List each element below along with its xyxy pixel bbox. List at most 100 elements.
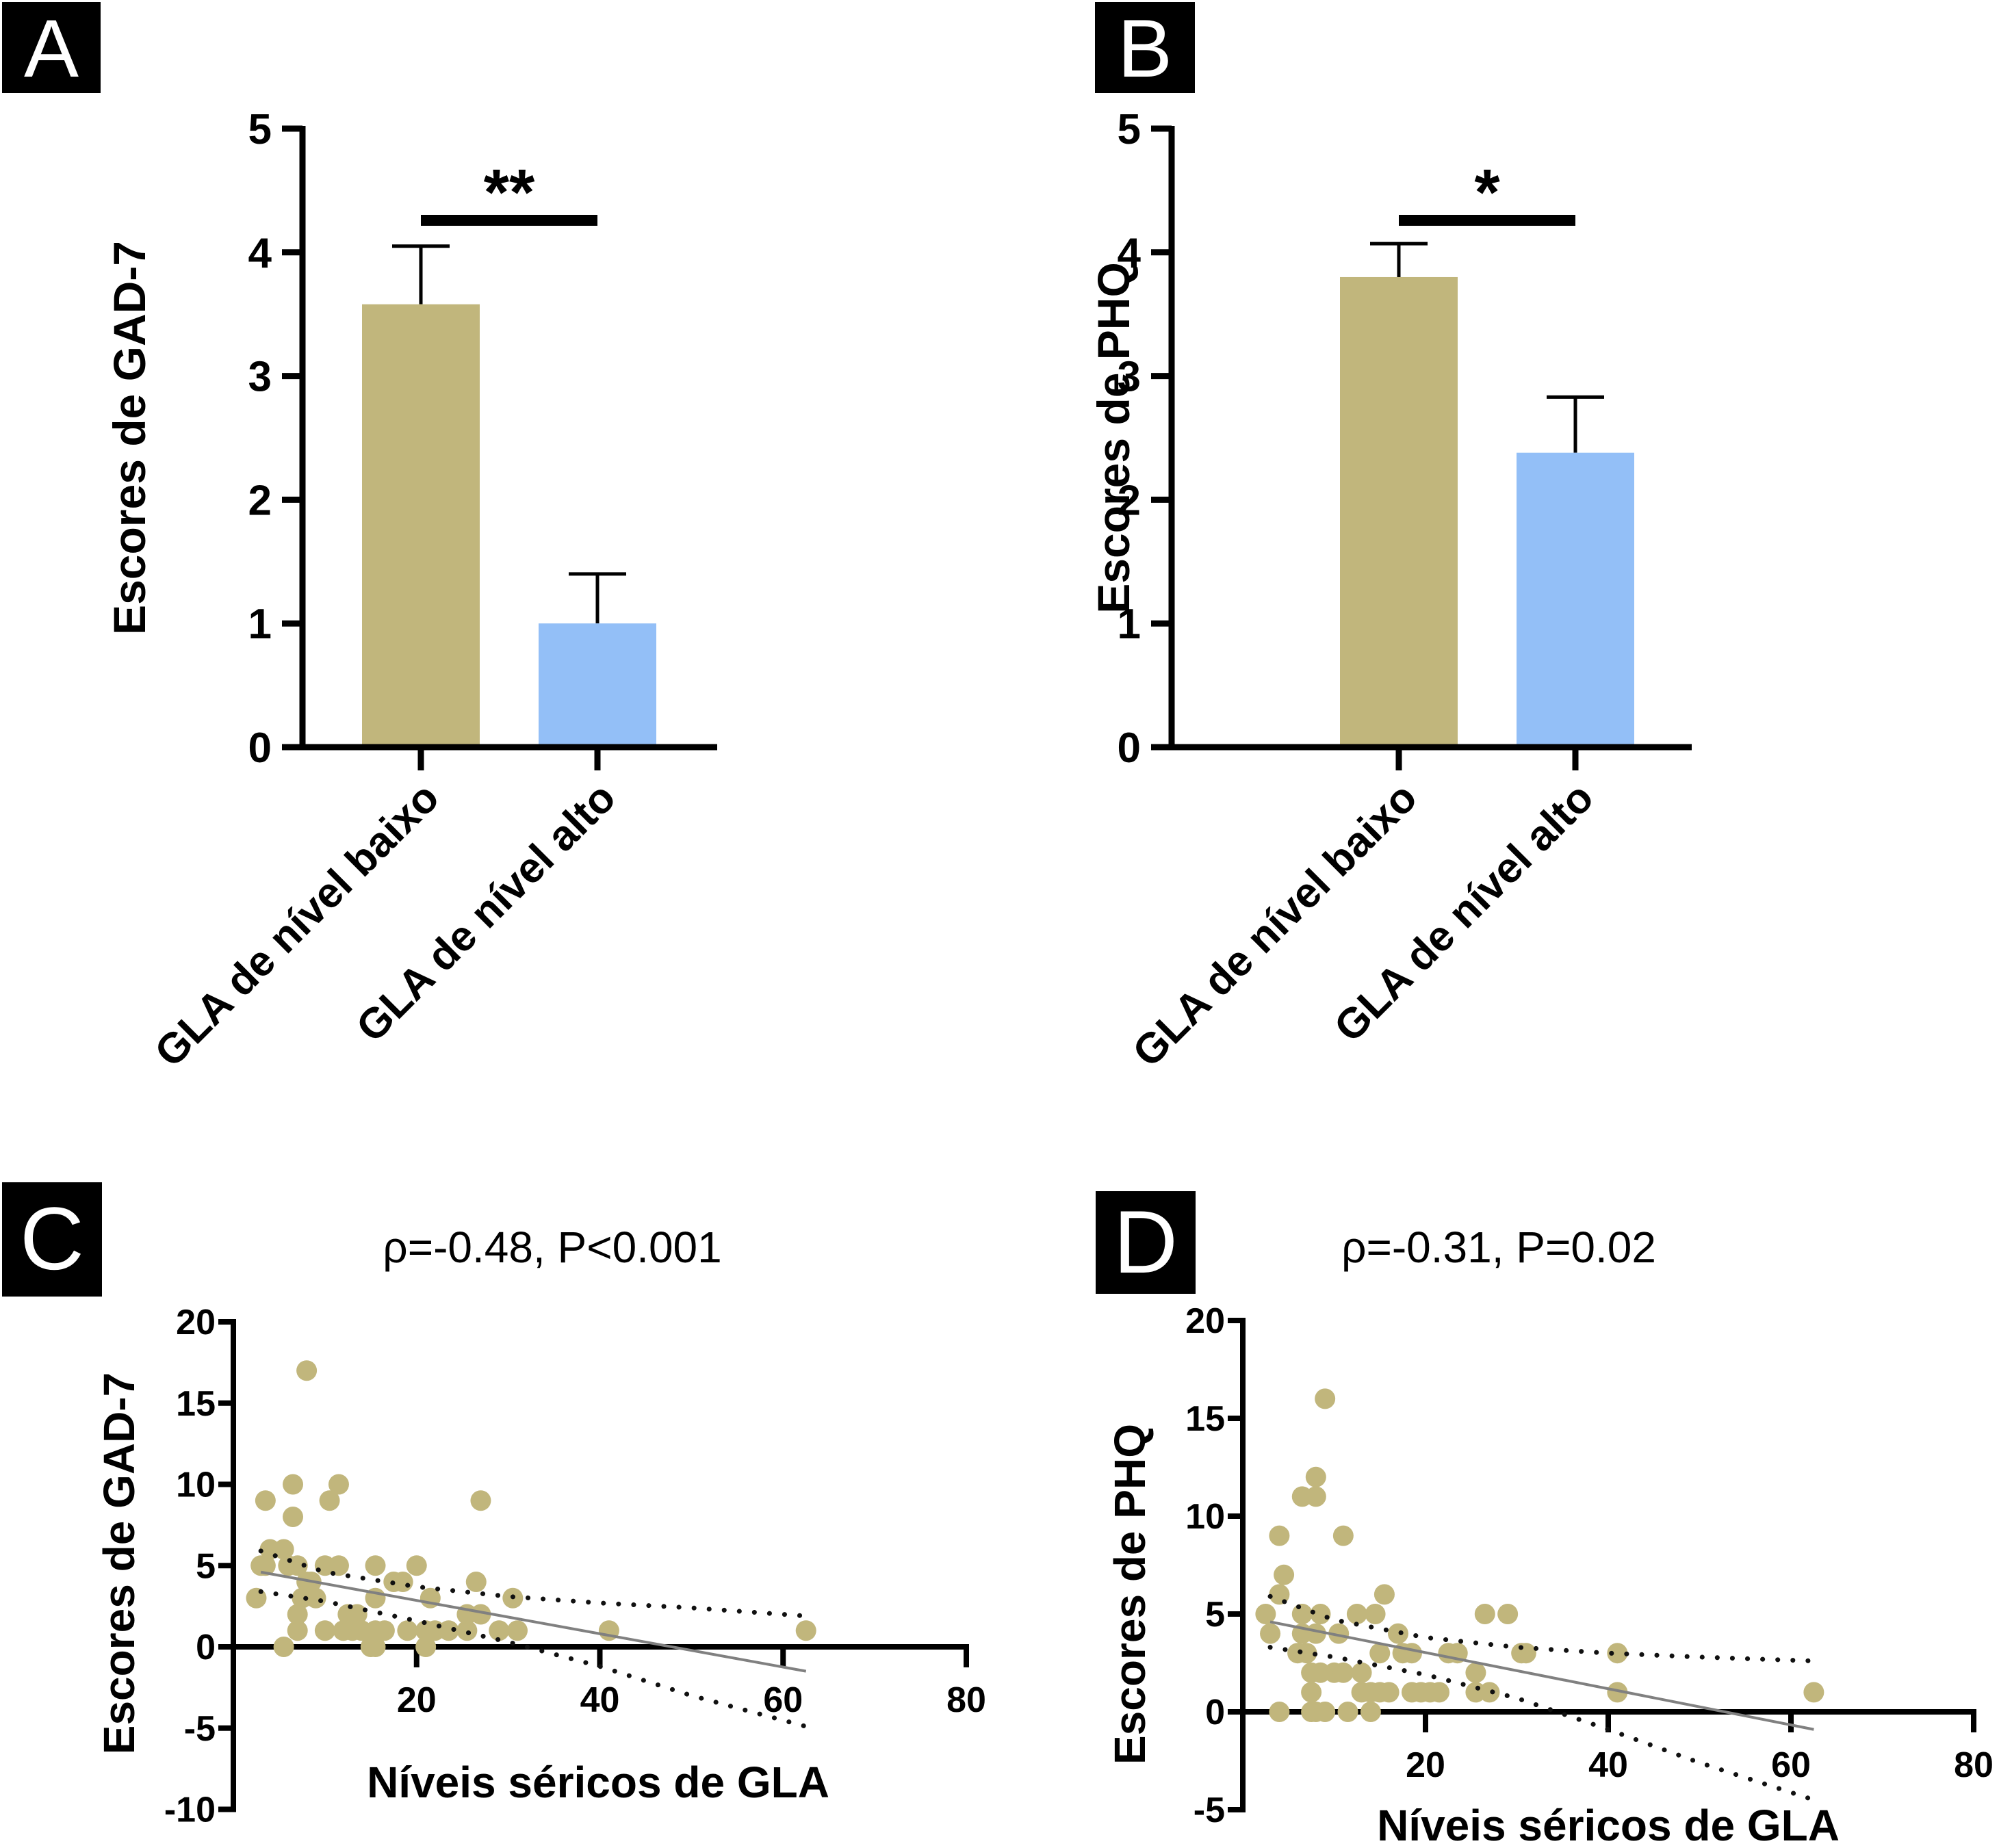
panel-d-x-tick-label: 40 [1588,1745,1628,1785]
panel-c-data-point [406,1555,427,1576]
panel-d-data-point [1429,1682,1450,1703]
panel-d-data-point [1369,1643,1391,1664]
panel-d-data-point [1296,1643,1317,1664]
panel-a-bar-low [362,304,480,744]
panel-c-y-tick-label: 5 [196,1546,216,1586]
panel-c-y-tick-label: 10 [176,1466,216,1505]
panel-d-y-tick-label: 10 [1185,1497,1225,1537]
panel-d-y-tick-label: 20 [1185,1301,1225,1341]
panel-d-data-point [1337,1702,1358,1722]
panel-d-x-tick-label: 20 [1406,1745,1445,1785]
panel-a: A 0 1 2 3 4 5 Escores de GAD-7 GLA de nível bai… [2,2,717,1076]
panel-c-data-point [374,1620,395,1641]
panel-c-y-tick-label: 15 [176,1384,216,1424]
panel-c-data-point [287,1555,308,1576]
panel-b-y-tick-label: 3 [1118,354,1141,401]
panel-d-data-point [1305,1466,1326,1487]
panel-c-regression-line [260,1570,807,1673]
panel-b-y-tick-label: 0 [1118,725,1141,772]
panel-letter-a-box [2,2,101,93]
panel-a-y-axis-title: Escores de GAD-7 [104,241,155,635]
panel-d-data-point [1465,1662,1486,1683]
panel-d-data-point [1387,1623,1408,1644]
panel-c-data-point [795,1620,816,1641]
panel-d-data-point [1269,1525,1290,1546]
panel-c-y-tick-label: -5 [184,1709,216,1749]
panel-d-y-tick-label: 15 [1185,1399,1225,1439]
panel-d-data-point [1515,1643,1536,1664]
panel-b-category-label: GLA de nível baixo [1124,774,1426,1076]
panel-d-data-point [1351,1662,1372,1683]
panel-d-y-axis-title: Escores de PHQ [1105,1424,1155,1765]
panel-c-data-point [438,1620,459,1641]
panel-c-data-point [365,1637,386,1657]
panel-d-y-tick-label: 5 [1205,1595,1225,1635]
panel-letter-c-box [2,1182,102,1297]
panel-d-data-point [1274,1564,1295,1585]
panel-c-data-point [246,1587,267,1609]
panel-c-data-point [273,1539,294,1560]
panel-d-data-point [1365,1604,1386,1624]
panel-d-data-point [1301,1682,1322,1703]
panel-d-data-point [1315,1388,1336,1409]
panel-c-data-point [283,1507,304,1527]
panel-d-data-point [1269,1702,1290,1722]
panel-c-data-point [305,1587,326,1609]
panel-d-data-point [1260,1623,1281,1644]
panel-c-x-tick-label: 80 [946,1680,986,1720]
panel-a-y-tick-label: 3 [248,354,272,401]
panel-c-x-tick-label: 60 [763,1680,803,1720]
panel-c-data-point [470,1490,491,1511]
panel-d-data-point [1378,1682,1400,1703]
panel-c-data-point [287,1604,308,1625]
panel-letter-d-box [1096,1191,1196,1294]
panel-d-data-point [1332,1662,1354,1683]
panel-a-category-label: GLA de nível baixo [146,774,448,1076]
panel-d-data-point [1479,1682,1500,1703]
panel-d-x-tick-label: 60 [1771,1745,1811,1785]
panel-c-data-point [328,1474,349,1495]
panel-b-significance-label: * [1474,156,1500,229]
panel-c-data-point [328,1555,349,1576]
panel-c-x-tick-label: 20 [397,1680,437,1720]
panel-d-data-point [1607,1643,1628,1664]
panel-c-data-point [283,1474,304,1495]
panel-c-data-point [319,1490,340,1511]
panel-c-data-point [415,1637,437,1657]
panel-b-y-tick-label: 4 [1118,230,1142,277]
panel-d-y-tick-label: 0 [1205,1693,1225,1732]
panel-c-data-point [346,1604,367,1625]
panel-d-regression-line [1269,1620,1814,1731]
panel-a-y-tick-label: 1 [248,601,272,648]
panel-c-data-point [296,1360,318,1381]
panel-d-data-point [1607,1682,1628,1703]
panel-c-data-point [489,1620,510,1641]
panel-b-y-tick-label: 5 [1118,106,1141,153]
panel-c-x-tick-label: 40 [580,1680,620,1720]
panel-c-data-point [255,1490,276,1511]
panel-c-y-axis-title: Escores de GAD-7 [94,1372,144,1754]
panel-c-data-point [470,1604,491,1625]
panel-d-data-point [1346,1604,1367,1624]
panel-b-bar-high [1517,452,1634,744]
panel-d-data-point [1373,1584,1395,1605]
panel-letter-d: D [1113,1192,1178,1292]
scatter-chart-c: 20 15 10 5 0 -5 -10 20 40 60 80 Escores de GAD-7 Nív… [94,1303,986,1830]
stat-annotation-d: ρ=-0.31, P=0.02 [1341,1223,1656,1272]
panel-c-data-point [314,1620,335,1641]
panel-d-data-point [1305,1486,1326,1507]
panel-c-data-point [287,1620,308,1641]
panel-c-data-point [397,1620,418,1641]
panel-a-bar-high [539,623,656,744]
panel-c-y-tick-label: -10 [164,1791,216,1830]
panel-a-y-tick-label: 2 [248,477,272,524]
panel-b-y-tick-label: 2 [1118,477,1141,524]
panel-d-x-tick-label: 80 [1954,1745,1994,1785]
panel-b-y-tick-label: 1 [1118,601,1141,648]
panel-letter-a: A [24,3,79,94]
panel-b-bar-low [1340,276,1458,744]
panel-letter-c: C [20,1188,84,1288]
panel-d-data-point [1803,1682,1824,1703]
